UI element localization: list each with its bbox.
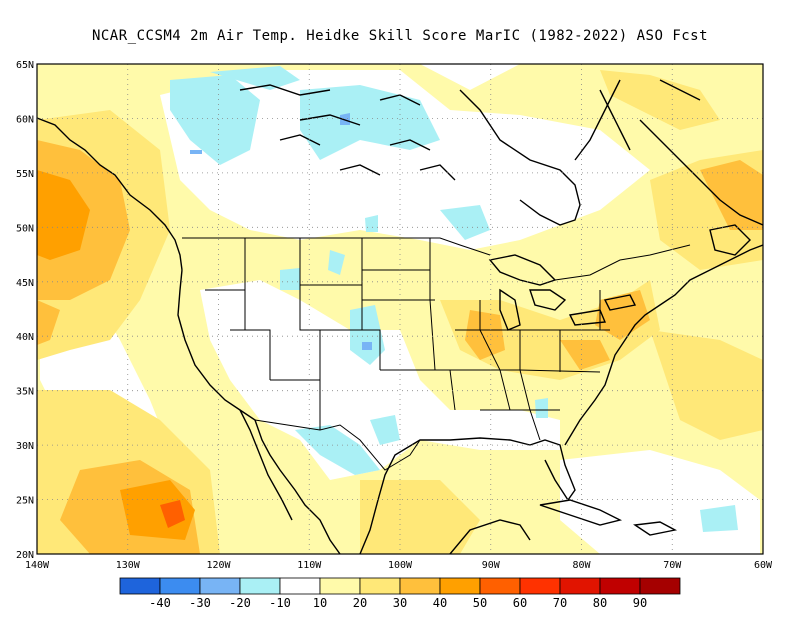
lat-label: 55N [16, 169, 34, 180]
colorbar: -40 -30 -20 -10 10 20 30 40 50 60 70 80 90 [119, 577, 681, 610]
colorbar-label: 90 [633, 596, 647, 610]
lat-label: 25N [16, 496, 34, 507]
colorbar-swatch [359, 577, 401, 595]
colorbar-label: 30 [393, 596, 407, 610]
lat-label: 60N [16, 114, 34, 125]
colorbar-swatch [599, 577, 641, 595]
map-title: NCAR_CCSM4 2m Air Temp. Heidke Skill Sco… [91, 28, 709, 44]
lat-label: 30N [16, 441, 34, 452]
colorbar-swatch [319, 577, 361, 595]
map-frame [36, 63, 764, 555]
colorbar-swatch [399, 577, 441, 595]
lat-label: 40N [16, 332, 34, 343]
lat-label: 35N [16, 387, 34, 398]
colorbar-label: 60 [513, 596, 527, 610]
colorbar-swatch [119, 577, 161, 595]
lat-label: 45N [16, 278, 34, 289]
colorbar-label: 20 [353, 596, 367, 610]
colorbar-label: 70 [553, 596, 567, 610]
colorbar-swatch [239, 577, 281, 595]
colorbar-swatch [559, 577, 601, 595]
colorbar-swatch [639, 577, 681, 595]
lon-label: 120W [206, 560, 231, 571]
colorbar-swatch [159, 577, 201, 595]
colorbar-label: -40 [149, 596, 171, 610]
colorbar-label: -30 [189, 596, 211, 610]
skill-shading [37, 64, 763, 554]
colorbar-swatch [479, 577, 521, 595]
colorbar-swatch [439, 577, 481, 595]
longitude-labels: 140W 130W 120W 110W 100W 90W 80W 70W 60W [25, 560, 773, 571]
lat-label: 65N [16, 60, 34, 71]
lon-label: 60W [754, 560, 773, 571]
colorbar-swatch [279, 577, 321, 595]
colorbar-swatch [519, 577, 561, 595]
gridlines [37, 64, 763, 554]
lon-label: 90W [482, 560, 501, 571]
colorbar-swatch [199, 577, 241, 595]
state-borders [182, 237, 691, 471]
lon-label: 110W [297, 560, 322, 571]
colorbar-label: 10 [313, 596, 327, 610]
lat-label: 20N [16, 550, 34, 561]
colorbar-label: -10 [269, 596, 291, 610]
lon-label: 140W [25, 560, 50, 571]
colorbar-label: 80 [593, 596, 607, 610]
latitude-labels: 65N 60N 55N 50N 45N 40N 35N 30N 25N 20N [16, 60, 34, 561]
lon-label: 80W [572, 560, 591, 571]
colorbar-label: 50 [473, 596, 487, 610]
colorbar-label: -20 [229, 596, 251, 610]
lon-label: 70W [663, 560, 682, 571]
colorbar-label: 40 [433, 596, 447, 610]
lon-label: 130W [116, 560, 141, 571]
lat-label: 50N [16, 223, 34, 234]
lon-label: 100W [388, 560, 413, 571]
